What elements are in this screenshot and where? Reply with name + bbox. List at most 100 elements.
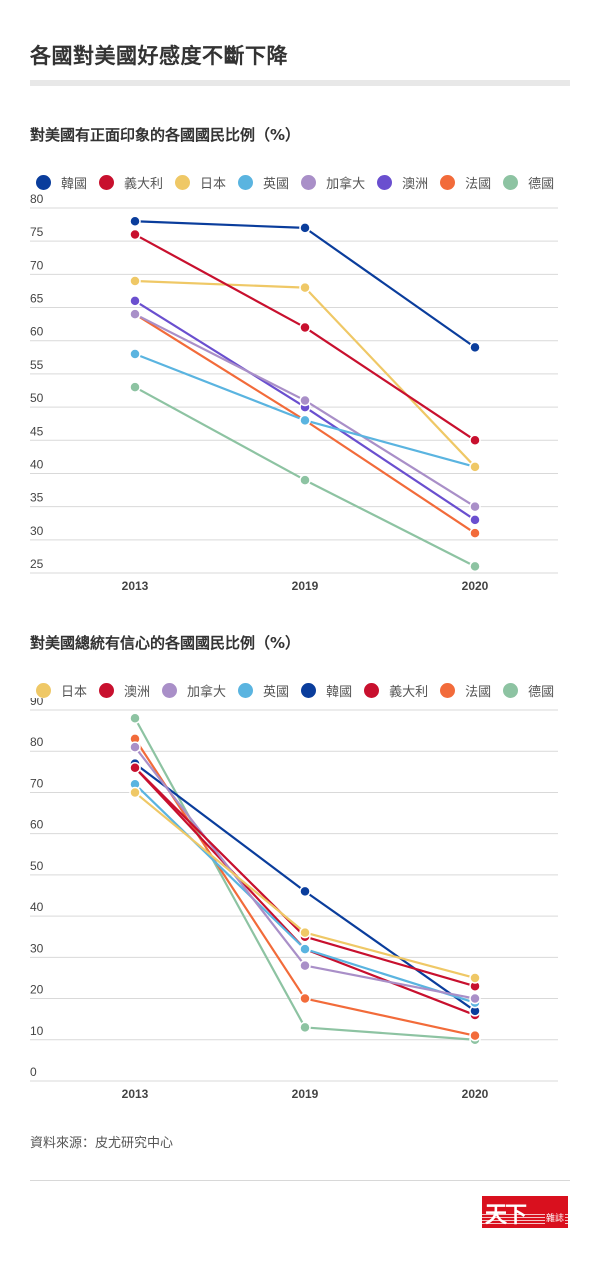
data-point <box>129 308 141 320</box>
footer-divider <box>30 1180 570 1181</box>
chart-2-plot: 0 10 20 30 40 50 60 70 80 90 2013 2019 2020 <box>30 698 558 1101</box>
data-point <box>299 943 311 955</box>
legend-label: 法國 <box>465 177 492 192</box>
legend-label: 德國 <box>528 685 555 700</box>
legend-swatch <box>440 683 456 698</box>
legend-swatch <box>162 683 178 698</box>
logo-main-text: 天下 <box>485 1202 527 1228</box>
data-point <box>129 741 141 753</box>
legend-item: 法國 <box>440 681 491 700</box>
data-point <box>299 222 311 234</box>
x-tick-label: 2019 <box>292 579 319 593</box>
legend-swatch <box>99 175 115 190</box>
x-tick-label: 2020 <box>462 1087 489 1101</box>
legend-label: 德國 <box>528 177 555 192</box>
y-tick-label: 70 <box>30 776 44 790</box>
data-point <box>129 381 141 393</box>
y-tick-label: 60 <box>30 818 44 832</box>
legend-label: 法國 <box>465 685 492 700</box>
y-tick-label: 70 <box>30 258 44 272</box>
y-tick-label: 65 <box>30 292 44 306</box>
data-point <box>299 992 311 1005</box>
legend-label: 韓國 <box>61 177 88 192</box>
legend-item: 韓國 <box>301 681 352 700</box>
data-point <box>469 972 481 984</box>
legend-label: 日本 <box>61 685 88 700</box>
chart-1-title: 對美國有正面印象的各國國民比例（%） <box>30 126 301 144</box>
y-tick-label: 0 <box>30 1065 37 1079</box>
chart-2-title: 對美國總統有信心的各國國民比例（%） <box>30 634 301 652</box>
data-point <box>469 341 481 354</box>
y-tick-label: 75 <box>30 225 44 239</box>
y-tick-label: 30 <box>30 524 44 538</box>
title-divider <box>30 80 570 86</box>
y-tick-label: 50 <box>30 859 44 873</box>
legend-item: 德國 <box>503 173 554 192</box>
legend-swatch <box>238 175 254 190</box>
y-tick-label: 50 <box>30 391 44 405</box>
legend-swatch <box>503 175 519 190</box>
data-point <box>469 500 481 513</box>
legend-swatch <box>440 175 456 190</box>
y-tick-label: 80 <box>30 192 44 206</box>
data-point <box>299 394 311 407</box>
y-tick-label: 55 <box>30 358 44 372</box>
legend-swatch <box>36 175 51 190</box>
legend-swatch <box>301 175 317 190</box>
legend-label: 英國 <box>263 685 290 700</box>
chart-1-plot: 25 30 35 40 45 50 55 60 65 70 75 80 2013 2019 2020 <box>30 192 558 593</box>
legend-label: 日本 <box>200 177 227 192</box>
y-tick-label: 90 <box>30 698 44 708</box>
data-point <box>299 885 311 898</box>
legend-item: 澳洲 <box>377 173 428 192</box>
data-point <box>469 461 481 473</box>
y-tick-label: 20 <box>30 983 44 997</box>
legend-item: 德國 <box>503 681 554 700</box>
y-tick-label: 40 <box>30 900 44 914</box>
legend-item: 日本 <box>36 681 87 700</box>
data-point <box>299 959 311 972</box>
legend-label: 澳洲 <box>402 177 429 192</box>
y-tick-label: 45 <box>30 424 44 438</box>
data-point <box>129 215 141 228</box>
data-point <box>299 1021 311 1034</box>
data-point <box>299 414 311 427</box>
legend-item: 英國 <box>238 681 289 700</box>
logo-sub-text: 雜誌 <box>544 1211 565 1224</box>
data-point <box>299 926 311 939</box>
data-point <box>299 474 311 486</box>
legend-swatch <box>99 683 115 698</box>
legend-swatch <box>36 683 51 698</box>
data-point <box>129 295 141 307</box>
data-point <box>129 228 141 241</box>
data-point <box>129 712 141 724</box>
logo-lines <box>482 1214 568 1224</box>
legend-swatch <box>238 683 254 698</box>
chart-2-legend: 日本 澳洲 加拿大 英國 韓國 義大利 法國 德國 <box>36 681 566 700</box>
y-tick-label: 35 <box>30 491 44 505</box>
publisher-logo: 天下 雜誌 <box>482 1196 568 1228</box>
legend-item: 加拿大 <box>301 173 365 192</box>
y-tick-label: 80 <box>30 735 44 749</box>
data-point <box>469 560 481 573</box>
legend-swatch <box>301 683 317 698</box>
page-title: 各國對美國好感度不斷下降 <box>30 44 288 68</box>
legend-swatch <box>364 683 380 698</box>
legend-item: 加拿大 <box>162 681 226 700</box>
data-point <box>469 992 481 1005</box>
x-tick-label: 2013 <box>122 1087 149 1101</box>
legend-label: 加拿大 <box>187 685 227 700</box>
legend-item: 韓國 <box>36 173 87 192</box>
data-point <box>299 281 311 294</box>
data-point <box>129 275 141 287</box>
legend-label: 澳洲 <box>124 685 151 700</box>
y-tick-label: 30 <box>30 941 44 955</box>
legend-item: 英國 <box>238 173 289 192</box>
legend-label: 義大利 <box>389 685 429 700</box>
y-tick-label: 40 <box>30 457 44 471</box>
data-point <box>129 786 141 799</box>
y-tick-label: 10 <box>30 1024 44 1038</box>
x-tick-label: 2020 <box>462 579 489 593</box>
legend-label: 義大利 <box>124 177 164 192</box>
legend-swatch <box>503 683 519 698</box>
